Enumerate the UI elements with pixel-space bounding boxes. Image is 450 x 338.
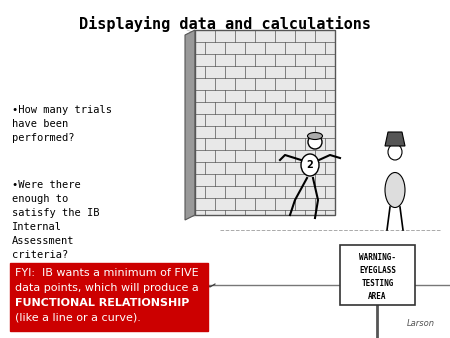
Text: Displaying data and calculations: Displaying data and calculations — [79, 16, 371, 32]
Text: Larson: Larson — [407, 319, 435, 328]
Text: TESTING: TESTING — [361, 279, 394, 288]
Ellipse shape — [388, 144, 402, 160]
Polygon shape — [185, 30, 195, 220]
Polygon shape — [385, 132, 405, 146]
Bar — [10, 263, 208, 331]
Text: FUNCTIONAL RELATIONSHIP: FUNCTIONAL RELATIONSHIP — [15, 298, 189, 308]
Bar — [340, 245, 415, 305]
Ellipse shape — [307, 132, 323, 140]
Bar — [195, 30, 335, 215]
Text: •How many trials
have been
performed?: •How many trials have been performed? — [12, 105, 112, 143]
Text: FYI:  IB wants a minimum of FIVE: FYI: IB wants a minimum of FIVE — [15, 268, 198, 278]
Text: WARNING-: WARNING- — [359, 253, 396, 262]
Bar — [195, 30, 335, 215]
Text: (like a line or a curve).: (like a line or a curve). — [15, 313, 141, 323]
Text: data points, which will produce a: data points, which will produce a — [15, 283, 199, 293]
Text: AREA: AREA — [368, 292, 387, 301]
Ellipse shape — [301, 154, 319, 176]
Ellipse shape — [385, 172, 405, 208]
Ellipse shape — [308, 135, 322, 149]
Text: •Were there
enough to
satisfy the IB
Internal
Assessment
criteria?: •Were there enough to satisfy the IB Int… — [12, 180, 99, 260]
Text: EYEGLASS: EYEGLASS — [359, 266, 396, 275]
Text: 2: 2 — [306, 160, 313, 170]
